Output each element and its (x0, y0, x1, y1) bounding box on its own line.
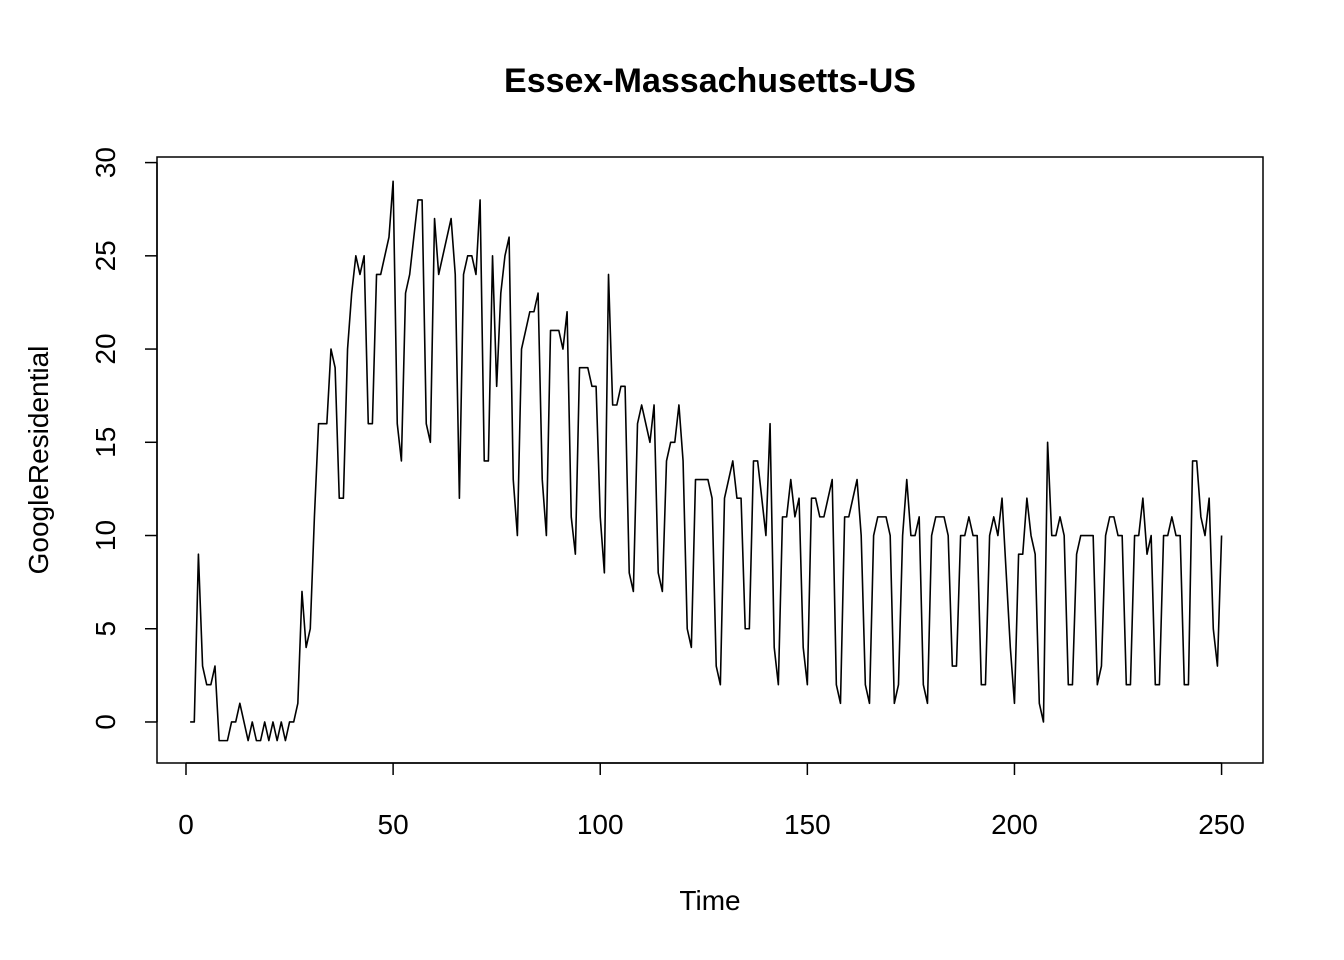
x-tick-label: 50 (378, 809, 409, 840)
y-tick-label: 0 (90, 714, 121, 730)
x-tick-label: 100 (577, 809, 624, 840)
y-tick-label: 15 (90, 427, 121, 458)
x-tick-label: 0 (178, 809, 194, 840)
y-tick-label: 25 (90, 240, 121, 271)
x-tick-label: 200 (991, 809, 1038, 840)
series-line (190, 180, 1223, 742)
y-tick-label: 10 (90, 520, 121, 551)
x-axis-label: Time (679, 885, 740, 916)
x-tick-label: 250 (1198, 809, 1245, 840)
y-tick-label: 30 (90, 147, 121, 178)
chart-title: Essex-Massachusetts-US (504, 62, 916, 100)
x-tick-label: 150 (784, 809, 831, 840)
y-tick-label: 20 (90, 333, 121, 364)
y-axis-label: GoogleResidential (23, 346, 54, 575)
y-tick-label: 5 (90, 621, 121, 637)
y-axis: 0 5 10 15 20 25 30 (90, 147, 158, 730)
x-axis: 0 50 100 150 200 250 (178, 762, 1245, 840)
